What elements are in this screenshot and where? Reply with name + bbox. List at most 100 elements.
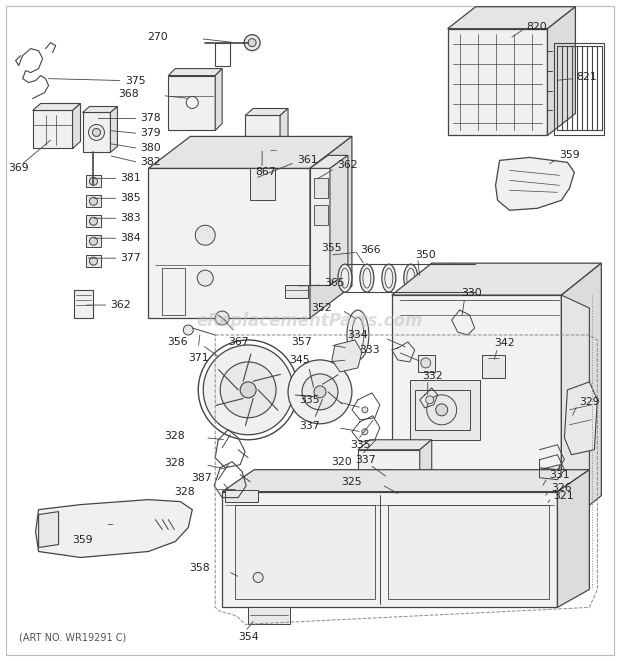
Text: 377: 377 [120, 253, 141, 263]
Polygon shape [86, 255, 102, 267]
Text: 333: 333 [359, 345, 380, 355]
Circle shape [89, 217, 97, 225]
Circle shape [253, 572, 263, 582]
Polygon shape [82, 112, 110, 153]
Text: 354: 354 [238, 633, 259, 642]
Polygon shape [358, 440, 432, 449]
Polygon shape [222, 492, 557, 607]
Polygon shape [86, 215, 102, 227]
Polygon shape [74, 290, 94, 318]
Ellipse shape [382, 264, 396, 292]
Polygon shape [547, 7, 575, 136]
Polygon shape [245, 108, 288, 116]
Text: 820: 820 [526, 22, 547, 32]
Circle shape [89, 197, 97, 206]
Circle shape [92, 128, 100, 136]
Text: 362: 362 [337, 161, 358, 171]
Text: 375: 375 [125, 75, 146, 85]
Circle shape [421, 358, 431, 368]
Circle shape [426, 396, 434, 404]
Polygon shape [358, 449, 420, 510]
Polygon shape [225, 490, 258, 502]
Text: 328: 328 [165, 457, 185, 468]
Polygon shape [310, 155, 348, 169]
Polygon shape [168, 75, 215, 130]
Text: 332: 332 [422, 371, 443, 381]
Polygon shape [235, 504, 375, 600]
Circle shape [195, 225, 215, 245]
Polygon shape [495, 157, 574, 210]
Text: 380: 380 [140, 143, 161, 153]
Circle shape [220, 362, 276, 418]
Polygon shape [110, 106, 117, 153]
Text: eReplacementParts.com: eReplacementParts.com [197, 311, 423, 330]
Polygon shape [280, 108, 288, 149]
Ellipse shape [426, 264, 440, 292]
Text: 362: 362 [110, 300, 131, 310]
Circle shape [427, 395, 457, 425]
Circle shape [314, 386, 326, 398]
Text: 359: 359 [559, 151, 580, 161]
Text: 352: 352 [311, 303, 332, 313]
Text: 867: 867 [255, 167, 276, 177]
Polygon shape [420, 440, 432, 510]
Text: 385: 385 [120, 193, 141, 204]
Circle shape [288, 360, 352, 424]
Polygon shape [73, 104, 81, 149]
Circle shape [186, 97, 198, 108]
Text: 337: 337 [299, 421, 320, 431]
Circle shape [215, 311, 229, 325]
Polygon shape [330, 155, 348, 285]
Polygon shape [539, 465, 562, 494]
Polygon shape [410, 380, 480, 440]
Text: 330: 330 [462, 288, 482, 298]
Text: 321: 321 [554, 490, 574, 500]
Text: 358: 358 [190, 563, 210, 574]
Text: 379: 379 [140, 128, 161, 138]
Polygon shape [310, 169, 330, 285]
Polygon shape [562, 295, 590, 527]
Polygon shape [245, 116, 280, 149]
Circle shape [362, 429, 368, 435]
Polygon shape [86, 195, 102, 208]
Text: 365: 365 [324, 278, 345, 288]
Polygon shape [215, 69, 222, 130]
Ellipse shape [404, 264, 418, 292]
Polygon shape [314, 178, 328, 198]
Circle shape [248, 38, 256, 47]
Text: 329: 329 [580, 397, 600, 407]
Text: 383: 383 [120, 214, 141, 223]
Polygon shape [248, 607, 290, 625]
Text: 361: 361 [297, 155, 317, 165]
Polygon shape [392, 295, 562, 527]
Text: 378: 378 [140, 114, 161, 124]
Circle shape [378, 470, 398, 490]
Polygon shape [562, 263, 601, 527]
Text: 368: 368 [118, 89, 138, 98]
Circle shape [197, 270, 213, 286]
Polygon shape [564, 382, 597, 455]
Text: 325: 325 [341, 477, 362, 486]
Circle shape [302, 374, 338, 410]
Polygon shape [332, 340, 362, 372]
Ellipse shape [448, 264, 462, 292]
Polygon shape [168, 69, 222, 75]
Text: 335: 335 [350, 440, 371, 449]
Text: 357: 357 [291, 337, 312, 347]
Text: 384: 384 [120, 233, 141, 243]
Polygon shape [33, 104, 81, 110]
Text: 328: 328 [175, 486, 195, 496]
Polygon shape [148, 169, 310, 318]
Text: 342: 342 [495, 338, 515, 348]
Polygon shape [148, 136, 352, 169]
Text: 345: 345 [290, 355, 310, 365]
Polygon shape [268, 149, 278, 161]
Circle shape [89, 257, 97, 265]
Text: (ART NO. WR19291 C): (ART NO. WR19291 C) [19, 633, 126, 642]
Circle shape [244, 34, 260, 51]
Polygon shape [86, 175, 102, 187]
Circle shape [89, 177, 97, 185]
Text: 335: 335 [299, 395, 320, 405]
Text: 371: 371 [188, 353, 209, 363]
Polygon shape [482, 355, 505, 378]
